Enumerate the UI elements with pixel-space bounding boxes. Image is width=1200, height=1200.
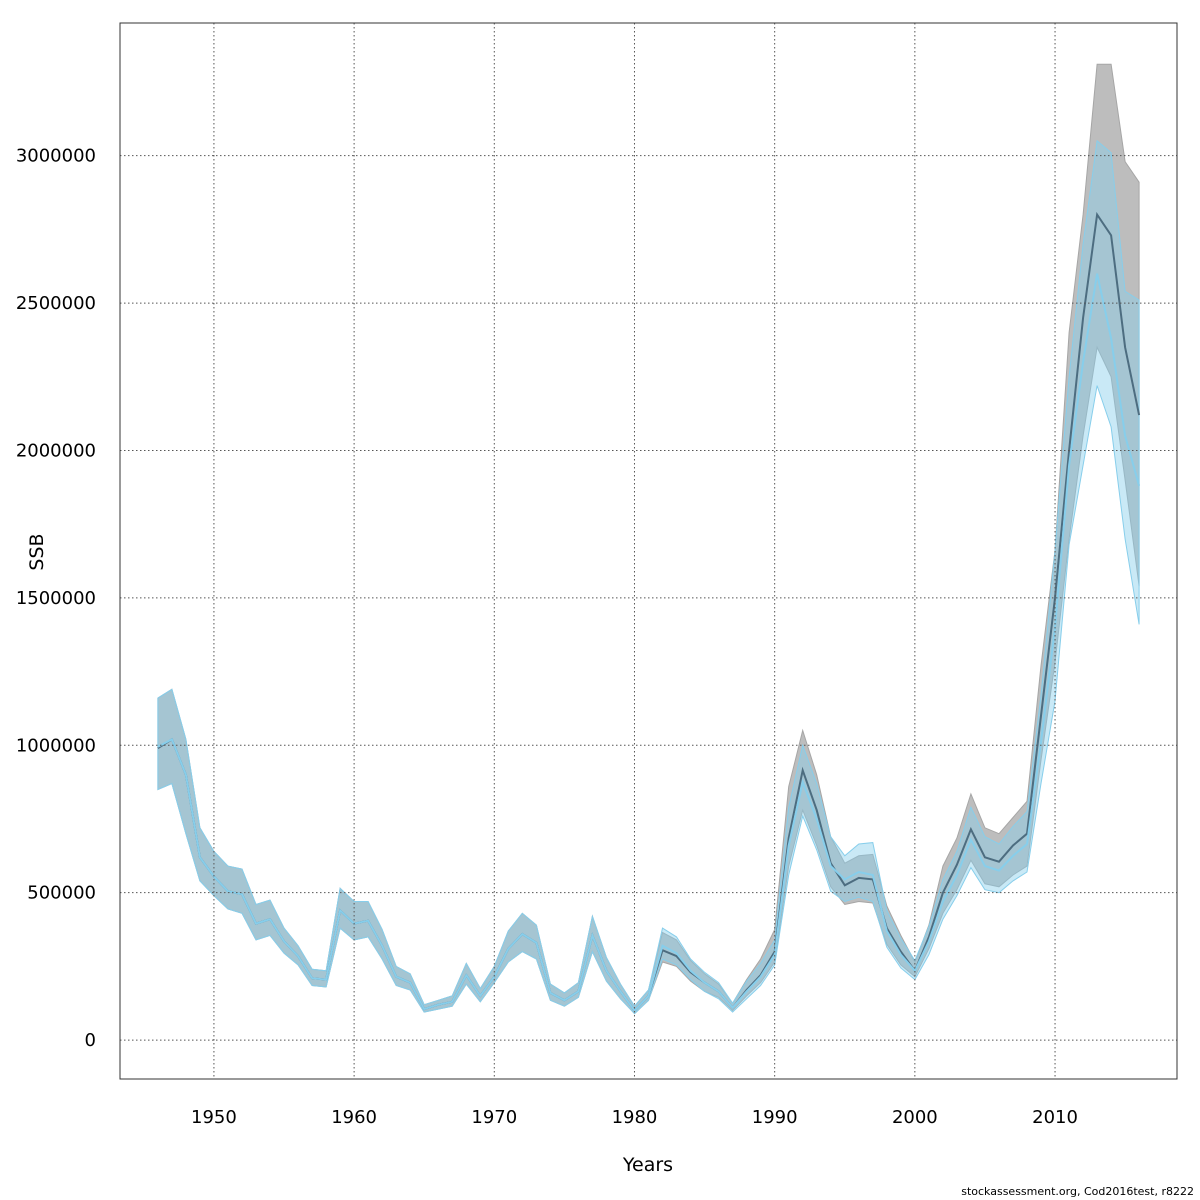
x-tick-label: 2010 (1032, 1107, 1078, 1128)
x-axis-title: Years (622, 1154, 673, 1176)
y-tick-label: 2500000 (16, 293, 96, 314)
y-tick-label: 0 (85, 1030, 96, 1051)
x-tick-label: 1960 (331, 1107, 377, 1128)
confidence-bands (157, 63, 1140, 1015)
y-tick-label: 2000000 (16, 440, 96, 461)
footer-credit: stockassessment.org, Cod2016test, r8222 (961, 1185, 1194, 1198)
y-axis: 0 500000 1000000 1500000 2000000 2500000 30000… (16, 146, 96, 1051)
y-tick-label: 500000 (27, 883, 96, 904)
y-tick-label: 1500000 (16, 588, 96, 609)
x-axis: 1950 1960 1970 1980 1990 2000 2010 (191, 1107, 1078, 1128)
x-tick-label: 1990 (752, 1107, 798, 1128)
estimate-line-2 (157, 273, 1141, 1013)
y-tick-label: 3000000 (16, 146, 96, 167)
y-axis-title: SSB (26, 533, 48, 570)
plot-frame (119, 22, 1178, 1080)
confidence-band-2 (157, 139, 1140, 1015)
x-tick-label: 2000 (892, 1107, 938, 1128)
x-tick-label: 1970 (471, 1107, 517, 1128)
series-lines (157, 211, 1141, 1013)
x-tick-label: 1980 (612, 1107, 658, 1128)
grid-lines (120, 23, 1177, 1079)
y-tick-label: 1000000 (16, 735, 96, 756)
x-tick-label: 1950 (191, 1107, 237, 1128)
